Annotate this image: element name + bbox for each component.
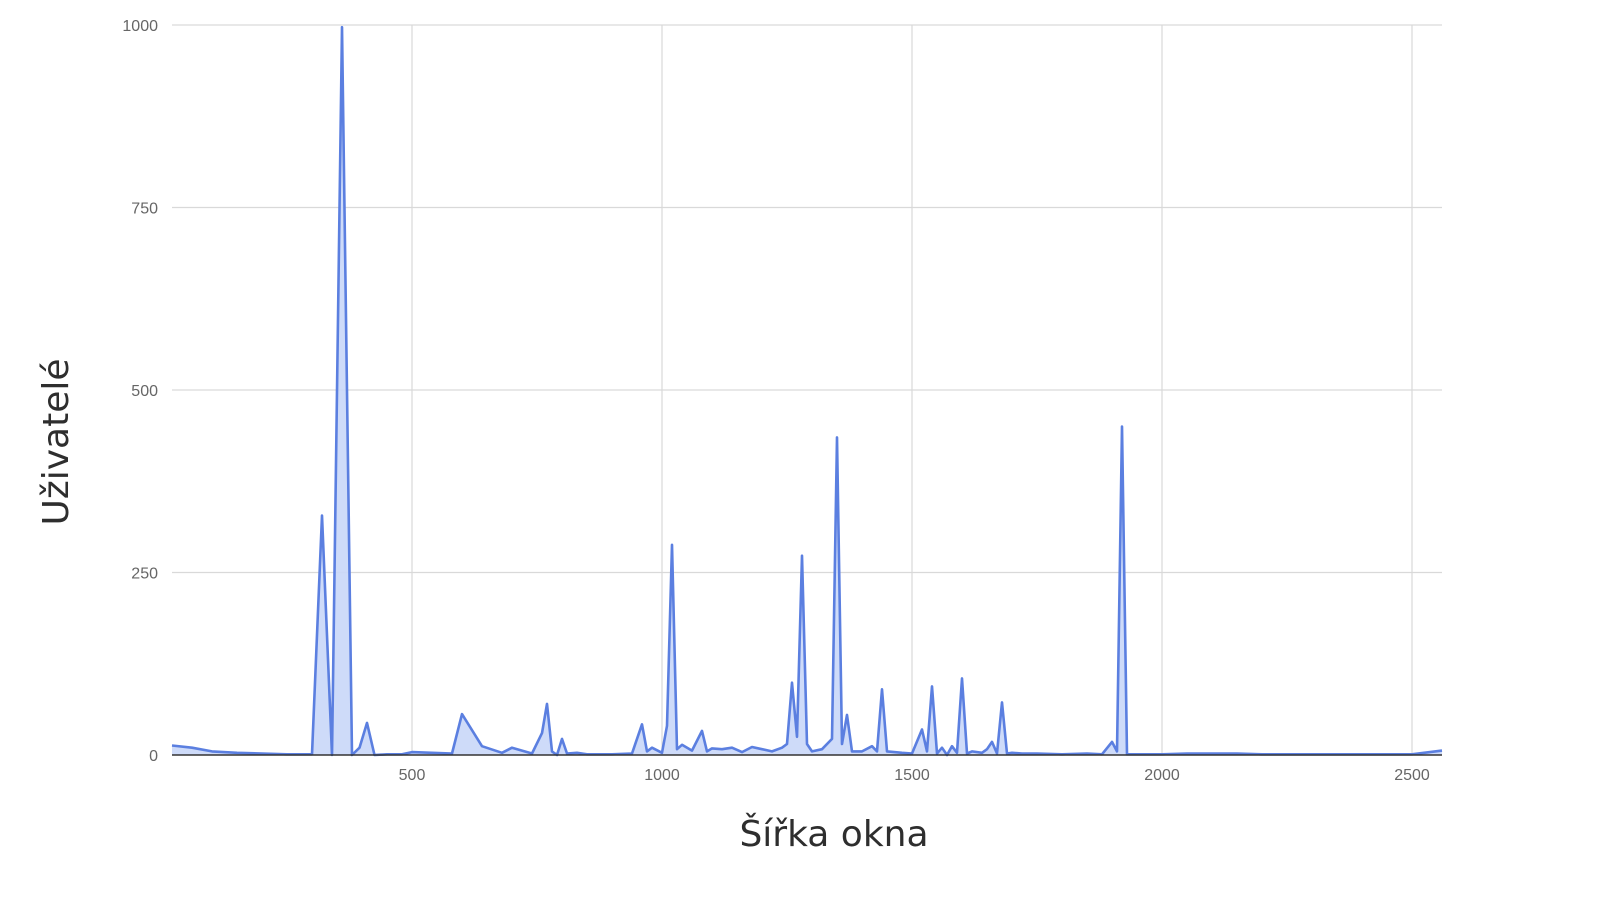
x-axis-ticks: 500 1000 1500 2000 2500 xyxy=(399,767,1430,784)
series-area-fill xyxy=(172,27,1442,755)
y-tick-label: 1000 xyxy=(122,18,158,35)
x-tick-label: 2500 xyxy=(1394,767,1430,784)
y-tick-label: 500 xyxy=(131,383,158,400)
grid xyxy=(172,24,1442,755)
x-tick-label: 1500 xyxy=(894,767,930,784)
y-axis-title: Uživatelé xyxy=(36,358,77,525)
plot-area xyxy=(171,25,1443,757)
y-axis-ticks: 0 250 500 750 1000 xyxy=(122,18,158,765)
x-tick-label: 500 xyxy=(399,767,426,784)
x-axis-title: Šířka okna xyxy=(739,813,928,855)
x-tick-label: 1000 xyxy=(644,767,680,784)
y-tick-label: 250 xyxy=(131,566,158,583)
y-tick-label: 750 xyxy=(131,201,158,218)
x-tick-label: 2000 xyxy=(1144,767,1180,784)
y-tick-label: 0 xyxy=(149,748,158,765)
series-line xyxy=(171,25,1443,757)
